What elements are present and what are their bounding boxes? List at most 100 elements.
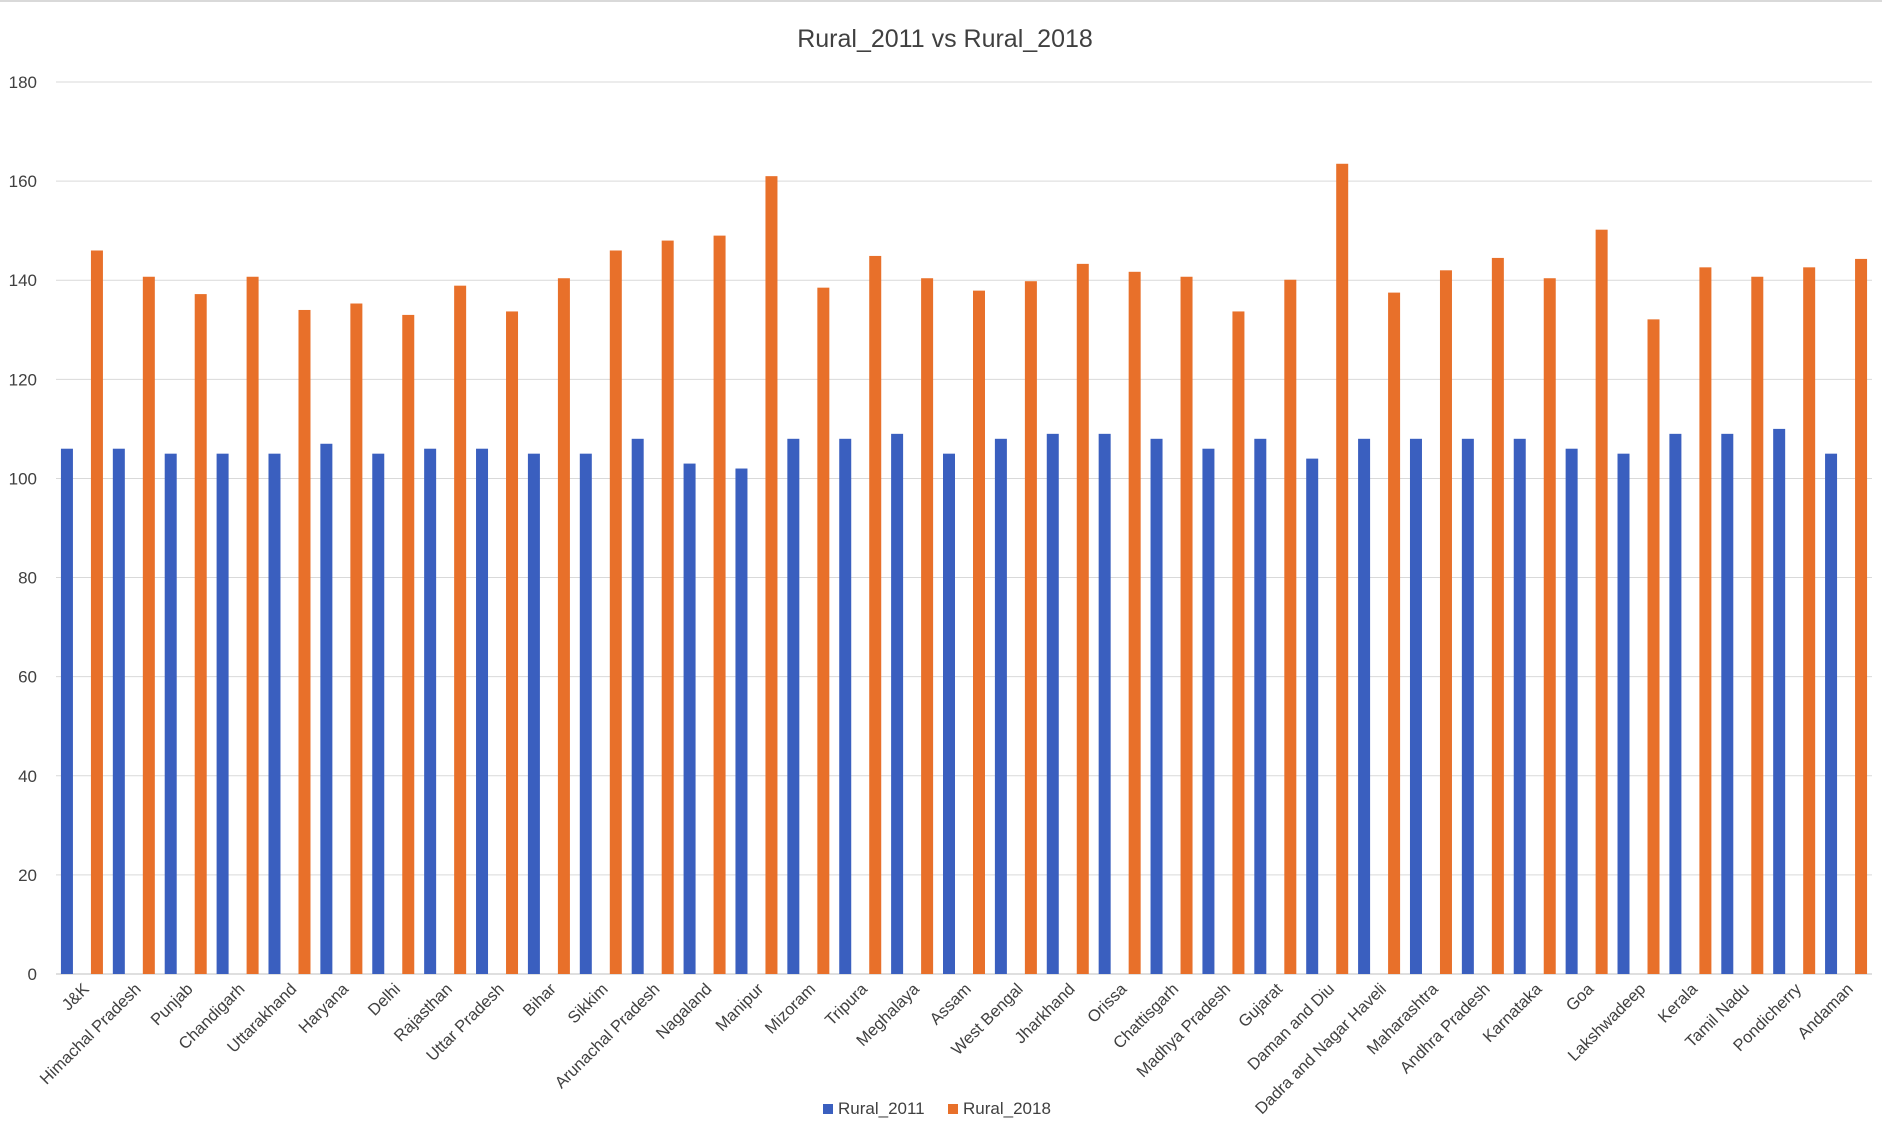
bar-rural-2011 xyxy=(1306,458,1319,974)
bar-rural-2018 xyxy=(557,278,570,974)
x-tick-label: J&K xyxy=(59,980,93,1014)
y-tick-label: 180 xyxy=(9,73,37,92)
y-tick-label: 160 xyxy=(9,172,37,191)
y-tick-label: 0 xyxy=(28,965,37,984)
bar-rural-2011 xyxy=(891,433,904,975)
bar-rural-2018 xyxy=(1647,319,1660,974)
bar-rural-2011 xyxy=(424,448,437,975)
bar-rural-2011 xyxy=(268,453,281,974)
bar-rural-2018 xyxy=(1336,163,1349,974)
y-tick-label: 140 xyxy=(9,271,37,290)
bar-rural-2011 xyxy=(1669,433,1682,975)
bar-rural-2011 xyxy=(112,448,125,975)
bar-rural-2018 xyxy=(765,176,778,974)
bar-rural-2018 xyxy=(1439,270,1452,974)
legend-swatch xyxy=(823,1104,833,1114)
bar-rural-2018 xyxy=(973,290,985,974)
bar-rural-2011 xyxy=(320,443,333,974)
y-tick-label: 100 xyxy=(9,469,37,488)
legend-label: Rural_2011 xyxy=(838,1099,925,1118)
bar-rural-2018 xyxy=(142,276,155,974)
bar-rural-2018 xyxy=(1803,267,1816,975)
x-tick-label: Mizoram xyxy=(762,980,819,1037)
bar-rural-2011 xyxy=(683,463,696,974)
x-tick-label: Haryana xyxy=(295,980,352,1037)
bar-rural-2018 xyxy=(1491,257,1504,974)
y-tick-label: 20 xyxy=(18,866,37,885)
bar-rural-2011 xyxy=(1202,448,1215,975)
x-tick-label: Nagaland xyxy=(653,980,716,1043)
bar-rural-2018 xyxy=(90,250,103,975)
bar-rural-2018 xyxy=(194,294,207,975)
x-tick-label: Sikkim xyxy=(565,980,612,1027)
bar-rural-2011 xyxy=(527,453,540,974)
bar-rural-2018 xyxy=(661,240,674,974)
x-tick-label: Punjab xyxy=(147,980,196,1029)
y-tick-label: 120 xyxy=(9,370,37,389)
bar-rural-2011 xyxy=(1358,438,1371,974)
bar-rural-2018 xyxy=(350,303,363,974)
y-tick-label: 40 xyxy=(18,767,37,786)
x-tick-label: Gujarat xyxy=(1235,980,1286,1031)
bar-rural-2018 xyxy=(298,309,311,975)
x-tick-label: Assam xyxy=(926,980,974,1028)
x-tick-label: Orissa xyxy=(1084,980,1131,1027)
x-tick-label: Kerala xyxy=(1655,980,1702,1027)
bar-rural-2011 xyxy=(1513,438,1526,974)
bar-rural-2018 xyxy=(1855,258,1868,974)
x-tick-label: Andhra Pradesh xyxy=(1397,980,1494,1077)
y-axis-ticks: 0 20 40 60 80 100 120 140 160 180 xyxy=(9,73,37,984)
bar-rural-2011 xyxy=(1721,433,1734,975)
x-tick-label: Manipur xyxy=(712,980,767,1035)
bar-rural-2011 xyxy=(631,438,644,974)
bar-rural-2011 xyxy=(839,438,852,974)
bar-rural-2011 xyxy=(943,453,955,974)
bar-rural-2011 xyxy=(787,438,800,974)
legend-swatch xyxy=(948,1104,958,1114)
bar-rural-2018 xyxy=(246,276,259,974)
bar-rural-2018 xyxy=(1595,229,1608,974)
chart-title: Rural_2011 vs Rural_2018 xyxy=(797,25,1093,53)
bar-rural-2018 xyxy=(869,255,882,974)
legend-label: Rural_2018 xyxy=(963,1099,1051,1118)
bar-rural-2018 xyxy=(1284,279,1297,975)
y-tick-label: 80 xyxy=(18,569,37,588)
bar-rural-2011 xyxy=(579,453,592,974)
bar-rural-2011 xyxy=(1565,448,1578,975)
bar-rural-2011 xyxy=(60,448,73,975)
bar-rural-2011 xyxy=(735,468,748,974)
bar-rural-2018 xyxy=(817,287,830,974)
bar-rural-2018 xyxy=(1543,278,1556,974)
bar-rural-2011 xyxy=(1046,433,1059,975)
bar-rural-2011 xyxy=(1773,428,1786,974)
bars xyxy=(60,163,1868,975)
bar-rural-2018 xyxy=(1024,281,1037,975)
legend: Rural_2011 Rural_2018 xyxy=(823,1099,1051,1118)
bar-rural-2018 xyxy=(1388,292,1401,974)
y-tick-label: 60 xyxy=(18,668,37,687)
bar-rural-2011 xyxy=(1098,433,1111,975)
bar-rural-2011 xyxy=(1617,453,1630,974)
bar-rural-2011 xyxy=(1150,438,1163,974)
x-tick-label: Andaman xyxy=(1794,980,1857,1043)
x-tick-label: Tripura xyxy=(822,980,872,1030)
bar-rural-2018 xyxy=(1751,276,1764,974)
x-tick-label: Bihar xyxy=(520,980,560,1020)
bar-rural-2011 xyxy=(372,453,385,974)
bar-rural-2011 xyxy=(164,453,177,974)
bar-rural-2018 xyxy=(609,250,622,975)
bar-rural-2018 xyxy=(1699,267,1712,975)
bar-rural-2018 xyxy=(1232,311,1245,974)
bar-rural-2011 xyxy=(1461,438,1474,974)
bar-rural-2018 xyxy=(1128,271,1141,974)
bar-rural-2018 xyxy=(454,285,467,974)
bar-rural-2011 xyxy=(994,438,1007,974)
bar-rural-2018 xyxy=(1076,263,1089,974)
x-tick-label: Goa xyxy=(1563,980,1598,1015)
bar-rural-2018 xyxy=(402,314,415,974)
bar-rural-2011 xyxy=(1409,438,1422,974)
x-tick-label: Madhya Pradesh xyxy=(1133,980,1234,1081)
